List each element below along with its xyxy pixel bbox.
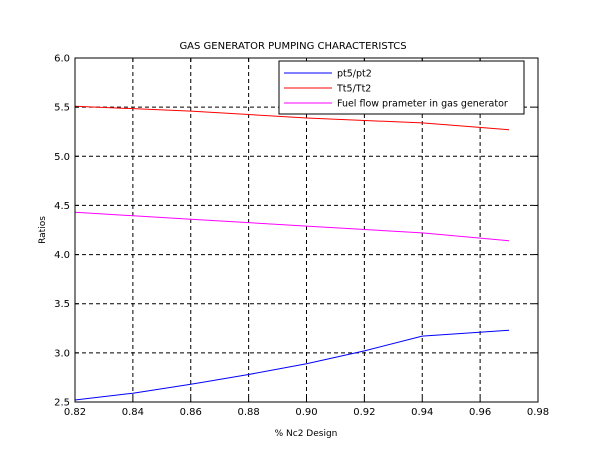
y-tick-label: 5.0 — [54, 152, 70, 163]
x-tick-label: 0.82 — [64, 407, 86, 418]
y-axis-label: Ratios — [38, 216, 48, 244]
legend-label-2: Tt5/Tt2 — [336, 84, 371, 95]
y-tick-label: 5.5 — [54, 103, 70, 114]
series-lines — [74, 105, 510, 401]
legend-label-1: pt5/pt2 — [337, 69, 372, 80]
x-tick-label: 0.84 — [122, 407, 144, 418]
x-axis-label: % Nc2 Design — [275, 429, 338, 439]
series-line-3 — [74, 211, 510, 242]
y-tick-label: 4.5 — [54, 201, 70, 212]
x-tick-label: 0.98 — [527, 407, 549, 418]
x-axis-ticks: 0.82 0.84 0.86 0.88 0.90 0.92 0.94 0.96 0.98 — [64, 58, 549, 418]
y-tick-label: 2.5 — [54, 398, 70, 409]
series-line-1 — [74, 329, 510, 401]
x-tick-label: 0.92 — [353, 407, 375, 418]
legend-label-3: Fuel flow prameter in gas generator — [337, 99, 508, 110]
x-tick-label: 0.88 — [237, 407, 259, 418]
chart-title: GAS GENERATOR PUMPING CHARACTERISTCS — [179, 41, 406, 52]
series-line-2 — [74, 105, 510, 131]
x-tick-label: 0.94 — [411, 407, 433, 418]
y-tick-label: 3.0 — [54, 348, 70, 359]
x-tick-label: 0.96 — [469, 407, 491, 418]
x-tick-label: 0.86 — [180, 407, 202, 418]
y-tick-label: 3.5 — [54, 299, 70, 310]
x-tick-label: 0.90 — [295, 407, 317, 418]
y-tick-label: 4.0 — [54, 250, 70, 261]
legend: pt5/pt2 Tt5/Tt2 Fuel flow prameter in gas … — [278, 60, 525, 115]
y-tick-label: 6.0 — [54, 54, 70, 65]
y-axis-ticks: 2.5 3.0 3.5 4.0 4.5 5.0 5.5 6.0 — [54, 54, 538, 409]
